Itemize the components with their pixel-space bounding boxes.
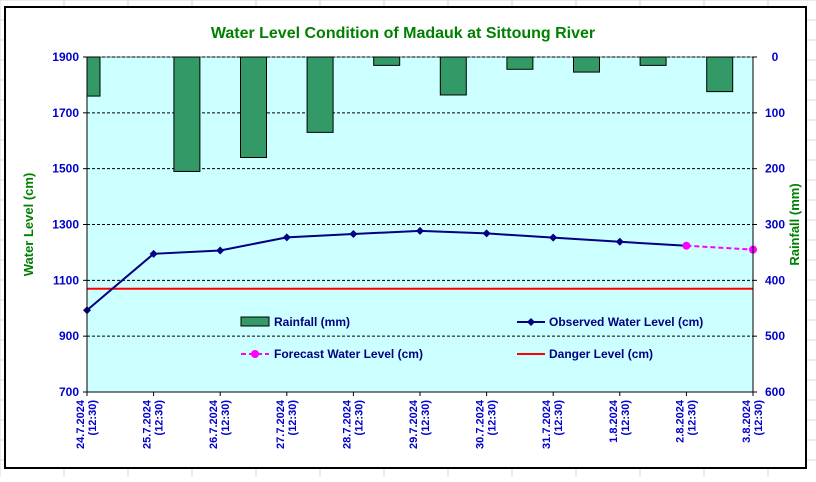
x-tick-label-time: (12:30) [353, 400, 365, 436]
observed-point [282, 233, 291, 242]
rainfall-bar [173, 56, 201, 172]
observed-point [615, 237, 624, 246]
rainfall-bar [573, 56, 600, 73]
legend-danger-label: Danger Level (cm) [549, 347, 653, 361]
x-tick-label-time: (12:30) [420, 400, 432, 436]
rainfall-bar [506, 56, 534, 70]
rainfall-bar [439, 56, 467, 96]
x-tick-label-time: (12:30) [620, 400, 632, 436]
x-tick-label-date: 29.7.2024 [408, 399, 420, 449]
x-tick-label-date: 30.7.2024 [475, 399, 487, 449]
observed-point [549, 233, 558, 242]
observed-point [149, 249, 158, 258]
observed-point [482, 229, 491, 238]
y2-tick-label: 600 [765, 385, 785, 399]
y-tick-label: 1300 [52, 218, 79, 232]
x-tick-label-time: (12:30) [553, 400, 565, 436]
x-tick-label-date: 27.7.2024 [275, 399, 287, 449]
x-tick-label-date: 2.8.2024 [674, 399, 686, 443]
x-tick-label-date: 25.7.2024 [142, 399, 154, 449]
rainfall-bar [706, 56, 734, 93]
y2-tick-label: 300 [765, 218, 785, 232]
forecast-water-level-line [686, 244, 754, 251]
observed-point [216, 246, 225, 255]
y-tick-label: 1500 [52, 162, 79, 176]
x-tick-label-date: 26.7.2024 [208, 399, 220, 449]
legend-rainfall-swatch [240, 316, 270, 327]
y2-tick-label: 200 [765, 162, 785, 176]
x-tick-label-time: (12:30) [287, 400, 299, 436]
rainfall-bar [86, 56, 101, 97]
rainfall-bar [240, 56, 267, 158]
forecast-water-level-markers [682, 241, 757, 254]
x-tick-label-time: (12:30) [87, 400, 99, 436]
y-tick-labels: 700 900 1100 1300 1500 1700 1900 [52, 50, 87, 399]
legend-rainfall-label: Rainfall (mm) [274, 315, 350, 329]
x-tick-label-date: 3.8.2024 [741, 399, 753, 443]
y-tick-label: 700 [59, 385, 79, 399]
x-tick-label-date: 1.8.2024 [608, 399, 620, 443]
x-tick-label-time: (12:30) [487, 400, 499, 436]
legend-observed-marker [527, 318, 535, 326]
y-axis-label: Water Level (cm) [21, 173, 36, 277]
rainfall-bar [373, 56, 401, 66]
rainfall-bar [639, 56, 667, 66]
y-tick-label: 1900 [52, 50, 79, 64]
observed-water-level-line [86, 229, 687, 311]
y2-tick-label: 100 [765, 106, 785, 120]
y2-axis-label: Rainfall (mm) [787, 183, 802, 265]
x-tick-label-time: (12:30) [220, 400, 232, 436]
y2-tick-label: 400 [765, 273, 785, 287]
y2-tick-labels: 0 100 200 300 400 500 600 [753, 50, 785, 399]
observed-point [416, 226, 424, 235]
y2-tick-label: 500 [765, 329, 785, 343]
rainfall-bar [306, 56, 334, 133]
legend-observed-label: Observed Water Level (cm) [549, 315, 703, 329]
x-tick-label-date: 24.7.2024 [75, 399, 87, 449]
chart-title: Water Level Condition of Madauk at Sitto… [211, 25, 595, 42]
observed-point [349, 229, 358, 238]
x-tick-labels: 24.7.2024 (12:30) 25.7.2024 (12:30) 26.7.202… [75, 392, 765, 449]
y-tick-label: 1700 [52, 106, 79, 120]
x-tick-label-time: (12:30) [154, 400, 166, 436]
rainfall-bars [86, 56, 734, 172]
legend-forecast-marker [251, 350, 259, 358]
y2-tick-label: 0 [772, 50, 779, 64]
x-tick-label-time: (12:30) [753, 400, 765, 436]
forecast-point [682, 241, 691, 250]
x-tick-label-time: (12:30) [686, 400, 698, 436]
x-tick-label-date: 28.7.2024 [341, 399, 353, 449]
legend: Rainfall (mm) Observed Water Level (cm) Fo… [240, 315, 703, 361]
legend-forecast-label: Forecast Water Level (cm) [274, 347, 423, 361]
x-tick-label-date: 31.7.2024 [541, 399, 553, 449]
y-tick-label: 1100 [53, 273, 79, 287]
y-tick-label: 900 [59, 329, 79, 343]
